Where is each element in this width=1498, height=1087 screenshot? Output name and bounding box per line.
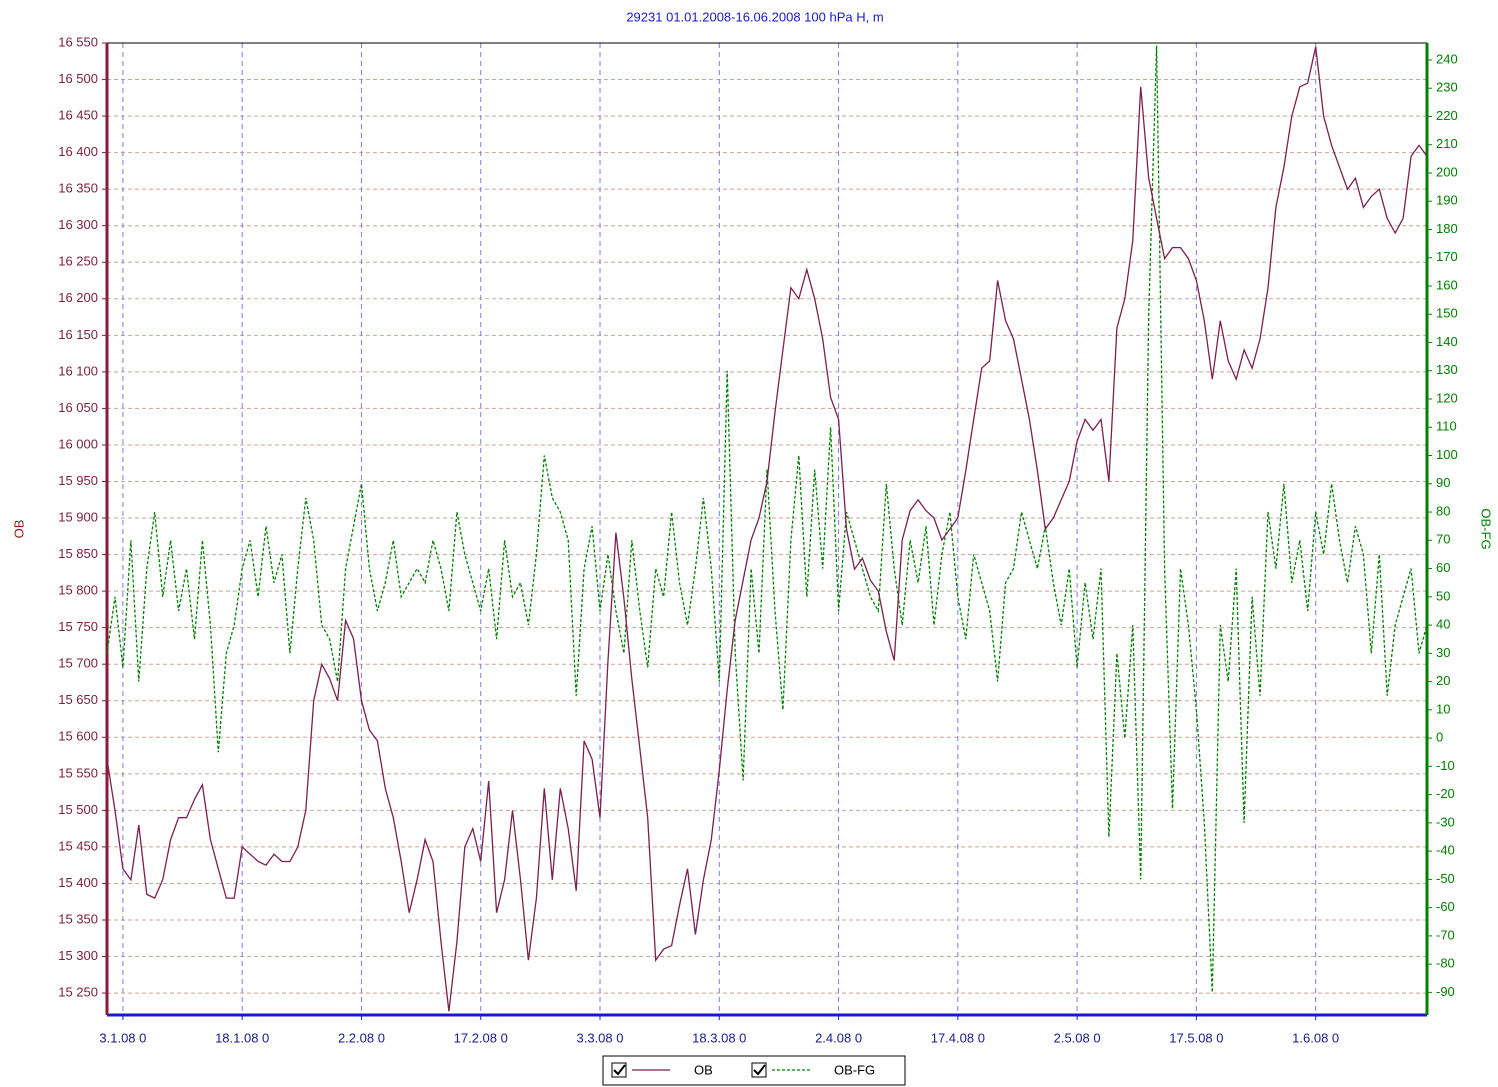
check-mark [613, 1064, 626, 1076]
y2-tick-label: 200 [1436, 164, 1458, 179]
y-tick-label: 15 800 [58, 583, 98, 598]
y2-tick-label: 100 [1436, 447, 1458, 462]
y2-tick-label: 240 [1436, 51, 1458, 66]
y2-tick-label: 90 [1436, 475, 1450, 490]
y-tick-label: 16 100 [58, 363, 98, 378]
y2-tick-label: 40 [1436, 617, 1450, 632]
y2-tick-label: 70 [1436, 532, 1450, 547]
y2-tick-label: 80 [1436, 503, 1450, 518]
x-tick-label: 3.3.08 0 [577, 1030, 624, 1045]
y2-tick-label: 230 [1436, 80, 1458, 95]
legend-checkbox[interactable] [611, 1062, 627, 1078]
y2-tick-label: 20 [1436, 673, 1450, 688]
y-tick-label: 15 700 [58, 656, 98, 671]
y-tick-label: 15 600 [58, 729, 98, 744]
legend-label: OB [694, 1062, 713, 1077]
y2-tick-label: -40 [1436, 843, 1455, 858]
y2-tick-label: -10 [1436, 758, 1455, 773]
y2-tick-label: 10 [1436, 701, 1450, 716]
y-tick-label: 15 550 [58, 765, 98, 780]
y2-tick-label: 50 [1436, 588, 1450, 603]
y2-tick-label: 160 [1436, 277, 1458, 292]
y2-tick-label: -30 [1436, 814, 1455, 829]
y-tick-label: 15 250 [58, 985, 98, 1000]
y2-tick-label: 60 [1436, 560, 1450, 575]
legend-checkbox[interactable] [751, 1062, 767, 1078]
y-tick-label: 16 200 [58, 290, 98, 305]
y2-tick-label: 130 [1436, 362, 1458, 377]
y2-tick-label: -50 [1436, 871, 1455, 886]
y2-axis-label: OB-FG [1479, 508, 1494, 549]
line-series [106, 46, 1428, 1012]
y2-tick-label: 180 [1436, 221, 1458, 236]
y-tick-label: 15 500 [58, 802, 98, 817]
y-tick-label: 16 400 [58, 144, 98, 159]
x-tick-label: 2.4.08 0 [815, 1030, 862, 1045]
y-tick-label: 16 450 [58, 108, 98, 123]
y2-tick-label: 170 [1436, 249, 1458, 264]
y-tick-label: 15 400 [58, 875, 98, 890]
y2-tick-label: -80 [1436, 956, 1455, 971]
y-tick-label: 16 300 [58, 217, 98, 232]
y2-tick-label: -60 [1436, 899, 1455, 914]
y-tick-label: 15 350 [58, 911, 98, 926]
x-tick-label: 3.1.08 0 [99, 1030, 146, 1045]
y2-tick-label: -70 [1436, 927, 1455, 942]
y-tick-label: 16 550 [58, 34, 98, 49]
y2-tick-label: 140 [1436, 334, 1458, 349]
y2-tick-label: -20 [1436, 786, 1455, 801]
y2-tick-label: -90 [1436, 984, 1455, 999]
y2-tick-label: 220 [1436, 108, 1458, 123]
x-tick-label: 2.2.08 0 [338, 1030, 385, 1045]
y-tick-label: 15 300 [58, 948, 98, 963]
y-tick-label: 15 850 [58, 546, 98, 561]
x-tick-label: 17.2.08 0 [454, 1030, 508, 1045]
y-tick-label: 16 150 [58, 327, 98, 342]
x-tick-label: 2.5.08 0 [1054, 1030, 1101, 1045]
y-tick-label: 16 500 [58, 71, 98, 86]
chart-title: 29231 01.01.2008-16.06.2008 100 hPa H, m [626, 9, 883, 24]
line-series [106, 45, 1428, 993]
y2-tick-label: 190 [1436, 193, 1458, 208]
y-tick-label: 16 000 [58, 436, 98, 451]
y2-tick-label: 120 [1436, 390, 1458, 405]
y-axis-label: OB [11, 520, 26, 539]
y-tick-label: 16 350 [58, 181, 98, 196]
y-tick-label: 15 650 [58, 692, 98, 707]
y-tick-label: 16 050 [58, 400, 98, 415]
y-tick-label: 16 250 [58, 254, 98, 269]
x-tick-label: 18.1.08 0 [215, 1030, 269, 1045]
y2-tick-label: 150 [1436, 306, 1458, 321]
y-tick-label: 15 750 [58, 619, 98, 634]
x-tick-label: 17.4.08 0 [931, 1030, 985, 1045]
y-tick-label: 15 450 [58, 838, 98, 853]
x-tick-label: 17.5.08 0 [1169, 1030, 1223, 1045]
x-tick-label: 18.3.08 0 [692, 1030, 746, 1045]
y2-tick-label: 30 [1436, 645, 1450, 660]
x-tick-label: 1.6.08 0 [1292, 1030, 1339, 1045]
legend-label: OB-FG [834, 1062, 875, 1077]
y2-tick-label: 110 [1436, 419, 1457, 434]
check-mark [753, 1064, 766, 1076]
y2-tick-label: 210 [1436, 136, 1458, 151]
y-tick-label: 15 900 [58, 509, 98, 524]
y2-tick-label: 0 [1436, 730, 1443, 745]
y-tick-label: 15 950 [58, 473, 98, 488]
